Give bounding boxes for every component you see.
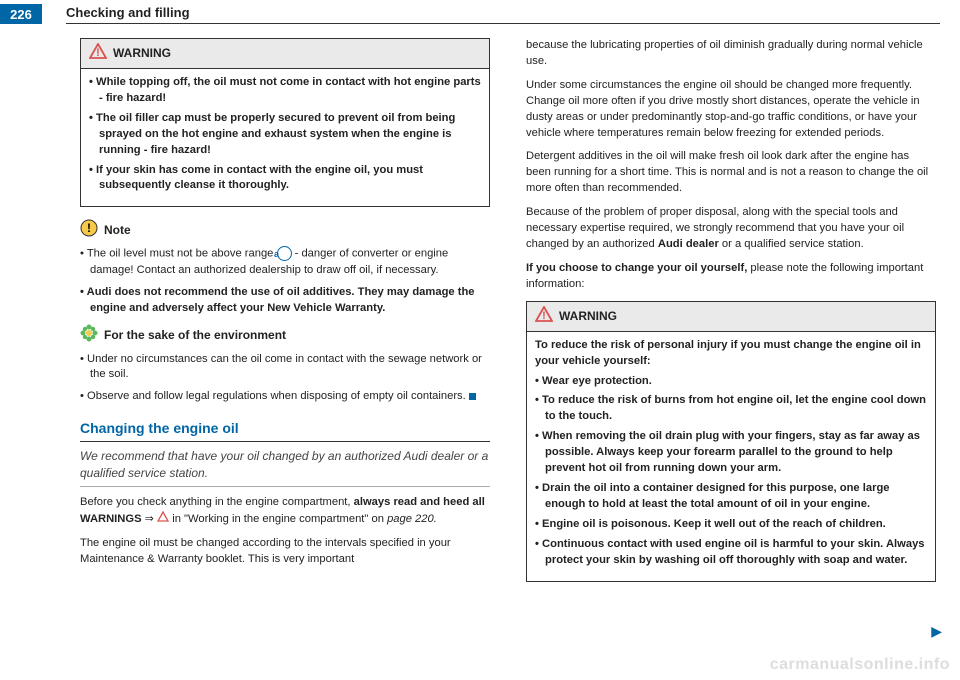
warning-item: • Wear eye protection. xyxy=(535,374,927,390)
environment-header: For the sake of the environment xyxy=(80,324,490,347)
note-text: • The oil level must not be above range xyxy=(80,248,277,260)
body-text: in "Working in the engine compartment" o… xyxy=(169,513,387,525)
body-bold: Audi dealer xyxy=(658,238,719,250)
body-paragraph: If you choose to change your oil yoursel… xyxy=(526,261,936,293)
svg-text:!: ! xyxy=(87,221,91,235)
warning-triangle-icon xyxy=(157,511,169,528)
content-area: ! WARNING • While topping off, the oil m… xyxy=(0,28,960,594)
continue-arrow-icon: ▶ xyxy=(931,623,942,640)
warning-box-1: ! WARNING • While topping off, the oil m… xyxy=(80,38,490,207)
warning-triangle-icon: ! xyxy=(89,43,107,64)
warning-triangle-icon: ! xyxy=(535,306,553,327)
warning-body: To reduce the risk of personal injury if… xyxy=(527,332,935,581)
body-paragraph: because the lubricating properties of oi… xyxy=(526,38,936,70)
body-text: Before you check anything in the engine … xyxy=(80,496,354,508)
warning-header: ! WARNING xyxy=(527,302,935,332)
warning-header: ! WARNING xyxy=(81,39,489,69)
warning-title: WARNING xyxy=(113,45,171,62)
note-icon: ! xyxy=(80,219,98,242)
env-text: • Observe and follow legal regulations w… xyxy=(80,390,466,402)
right-column: because the lubricating properties of oi… xyxy=(526,38,936,594)
warning-item: • Drain the oil into a container designe… xyxy=(535,481,927,513)
warning-item: • Engine oil is poisonous. Keep it well … xyxy=(535,517,927,533)
warning-item: • If your skin has come in contact with … xyxy=(89,163,481,195)
body-paragraph: The engine oil must be changed according… xyxy=(80,536,490,568)
note-title: Note xyxy=(104,222,131,239)
warning-item: • When removing the oil drain plug with … xyxy=(535,429,927,477)
warning-title: WARNING xyxy=(559,308,617,325)
top-bar: 226 Checking and filling xyxy=(0,0,960,28)
end-square-icon xyxy=(469,393,476,400)
section-title: Changing the engine oil xyxy=(80,419,490,442)
body-paragraph: Before you check anything in the engine … xyxy=(80,495,490,528)
body-paragraph: Under some circumstances the engine oil … xyxy=(526,78,936,142)
warning-item: • To reduce the risk of burns from hot e… xyxy=(535,393,927,425)
note-text: • Audi does not recommend the use of oil… xyxy=(80,286,475,314)
note-header: ! Note xyxy=(80,219,490,242)
svg-text:!: ! xyxy=(542,310,546,322)
page-number: 226 xyxy=(0,4,42,24)
env-item: • Under no circumstances can the oil com… xyxy=(80,352,490,384)
note-item-2: • Audi does not recommend the use of oil… xyxy=(80,285,490,317)
chapter-title: Checking and filling xyxy=(66,5,940,24)
warning-body: • While topping off, the oil must not co… xyxy=(81,69,489,206)
body-text: ⇒ xyxy=(142,513,158,525)
circle-a-icon: a xyxy=(277,246,292,261)
warning-lead: To reduce the risk of personal injury if… xyxy=(535,338,927,370)
section-subtitle: We recommend that have your oil changed … xyxy=(80,448,490,487)
watermark: carmanualsonline.info xyxy=(770,656,950,674)
body-bold: If you choose to change your oil yoursel… xyxy=(526,262,747,274)
env-item: • Observe and follow legal regulations w… xyxy=(80,389,490,405)
env-title: For the sake of the environment xyxy=(104,327,286,344)
warning-box-2: ! WARNING To reduce the risk of personal… xyxy=(526,301,936,582)
svg-text:!: ! xyxy=(96,47,100,59)
warning-item: • Continuous contact with used engine oi… xyxy=(535,537,927,569)
body-text: or a qualified service station. xyxy=(719,238,864,250)
note-item-1: • The oil level must not be above range … xyxy=(80,246,490,278)
warning-item: • While topping off, the oil must not co… xyxy=(89,75,481,107)
body-paragraph: Because of the problem of proper disposa… xyxy=(526,205,936,253)
warning-item: • The oil filler cap must be properly se… xyxy=(89,111,481,159)
page-ref: page 220. xyxy=(387,513,437,525)
flower-icon xyxy=(80,324,98,347)
body-paragraph: Detergent additives in the oil will make… xyxy=(526,149,936,197)
left-column: ! WARNING • While topping off, the oil m… xyxy=(80,38,490,594)
